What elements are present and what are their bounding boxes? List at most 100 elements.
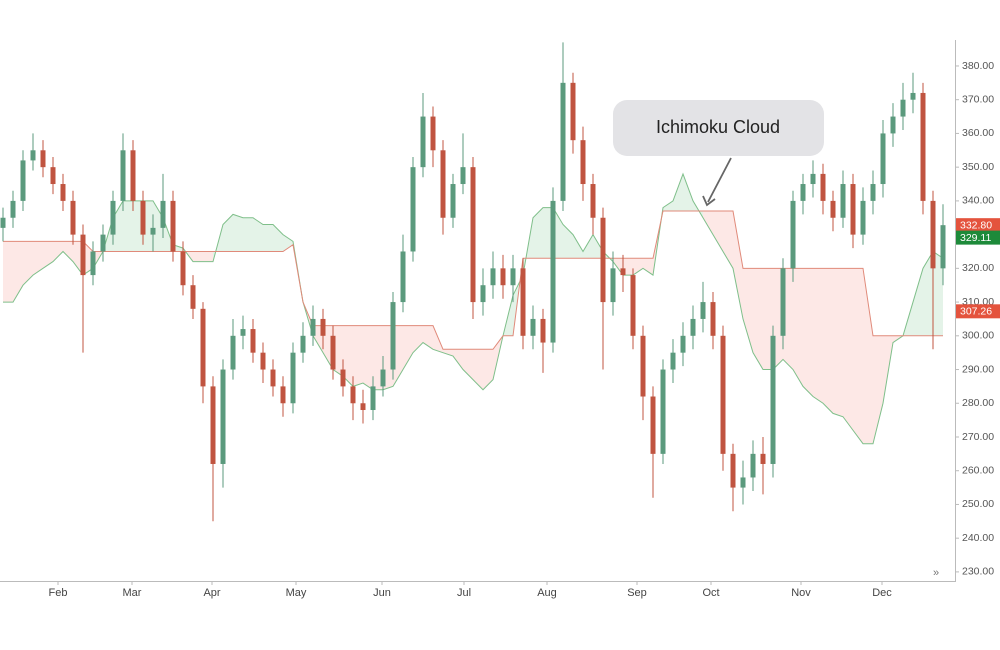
candle-body: [610, 268, 616, 303]
candle-body: [360, 403, 366, 411]
candle-body: [220, 369, 226, 464]
cloud-segment: [353, 325, 363, 387]
cloud-segment: [23, 241, 33, 286]
candle-body: [140, 200, 146, 235]
x-tick-label: Apr: [203, 587, 220, 599]
annotation-arrow: [707, 157, 732, 203]
candle-body: [190, 285, 196, 309]
candle-body: [350, 386, 356, 404]
y-tick-label: 260.00: [962, 464, 994, 476]
candle-body: [860, 200, 866, 235]
scroll-icon[interactable]: »: [933, 567, 939, 579]
candle-body: [450, 184, 456, 218]
candle-body: [900, 99, 906, 117]
candle-body: [660, 369, 666, 454]
x-tick-label: Mar: [123, 587, 142, 599]
cloud-segment: [843, 268, 853, 431]
y-tick-label: 230.00: [962, 566, 994, 578]
candle-body: [800, 184, 806, 201]
candle-body: [120, 150, 126, 201]
candle-body: [290, 352, 296, 404]
cloud-segment: [243, 217, 253, 252]
plot-area: [0, 42, 946, 522]
span-b-line: [3, 210, 943, 350]
y-tick-label: 340.00: [962, 195, 994, 207]
cloud-segment: [873, 335, 883, 444]
candle-body: [540, 318, 546, 343]
candle-body: [280, 386, 286, 404]
cloud-segment: [933, 251, 943, 336]
cloud-segment: [633, 258, 643, 276]
y-tick-label: 250.00: [962, 498, 994, 510]
candle-body: [690, 318, 696, 336]
candle-body: [470, 167, 476, 303]
candle-body: [340, 369, 346, 387]
cloud-segment: [683, 173, 693, 212]
candle-body: [790, 200, 796, 269]
cloud-segment: [223, 214, 233, 252]
y-tick-label: 320.00: [962, 262, 994, 274]
candle-body: [840, 184, 846, 218]
y-tick-label: 270.00: [962, 431, 994, 443]
candle-body: [700, 302, 706, 319]
price-tag-label: 307.26: [960, 306, 992, 318]
candle-body: [760, 453, 766, 464]
candle-body: [560, 82, 566, 201]
y-tick-label: 350.00: [962, 161, 994, 173]
cloud-segment: [803, 268, 813, 397]
cloud-segment: [533, 207, 543, 259]
annotation-bubble: [613, 100, 824, 156]
candle-body: [370, 386, 376, 411]
cloud-segment: [203, 251, 213, 262]
cloud-segment: [453, 349, 463, 370]
y-tick-label: 280.00: [962, 397, 994, 409]
x-tick-label: May: [286, 587, 307, 599]
candle-body: [300, 335, 306, 353]
cloud-segment: [273, 224, 283, 252]
candle-body: [210, 386, 216, 464]
cloud-segment: [913, 268, 923, 336]
candle-body: [0, 217, 6, 228]
candle-body: [260, 352, 266, 370]
candle-body: [10, 200, 16, 218]
y-tick-label: 290.00: [962, 363, 994, 375]
candle-body: [240, 329, 246, 336]
cloud-segment: [643, 258, 653, 276]
cloud-segment: [263, 224, 273, 252]
candle-body: [580, 140, 586, 185]
cloud-segment: [413, 325, 423, 353]
candle-body: [230, 335, 236, 370]
cloud-segment: [743, 268, 753, 353]
price-tag-label: 332.80: [960, 219, 992, 231]
x-tick-label: Jul: [457, 587, 471, 599]
y-tick-label: 300.00: [962, 330, 994, 342]
cloud-segment: [363, 325, 373, 390]
candle-body: [200, 308, 206, 387]
candle-body: [890, 116, 896, 134]
price-tag: [956, 230, 1000, 245]
cloud-segment: [823, 268, 833, 414]
candle-body: [20, 160, 26, 201]
annotation-arrowhead: [702, 195, 716, 207]
candle-body: [320, 318, 326, 336]
cloud-segment: [53, 241, 63, 262]
candle-body: [820, 173, 826, 201]
y-tick-label: 240.00: [962, 532, 994, 544]
candle-body: [630, 275, 636, 336]
cloud-segment: [63, 241, 73, 262]
cloud-segment: [703, 211, 713, 235]
cloud-segment: [473, 349, 483, 390]
candle-body: [480, 285, 486, 303]
cloud-segment: [43, 241, 53, 269]
candle-body: [720, 335, 726, 454]
candle-body: [920, 92, 926, 201]
cloud-segment: [563, 224, 573, 259]
annotation-text: Ichimoku Cloud: [656, 117, 780, 137]
candle-body: [620, 268, 626, 276]
price-tag-label: 329.11: [960, 232, 991, 244]
x-tick-label: Aug: [537, 587, 557, 599]
candle-body: [130, 150, 136, 201]
